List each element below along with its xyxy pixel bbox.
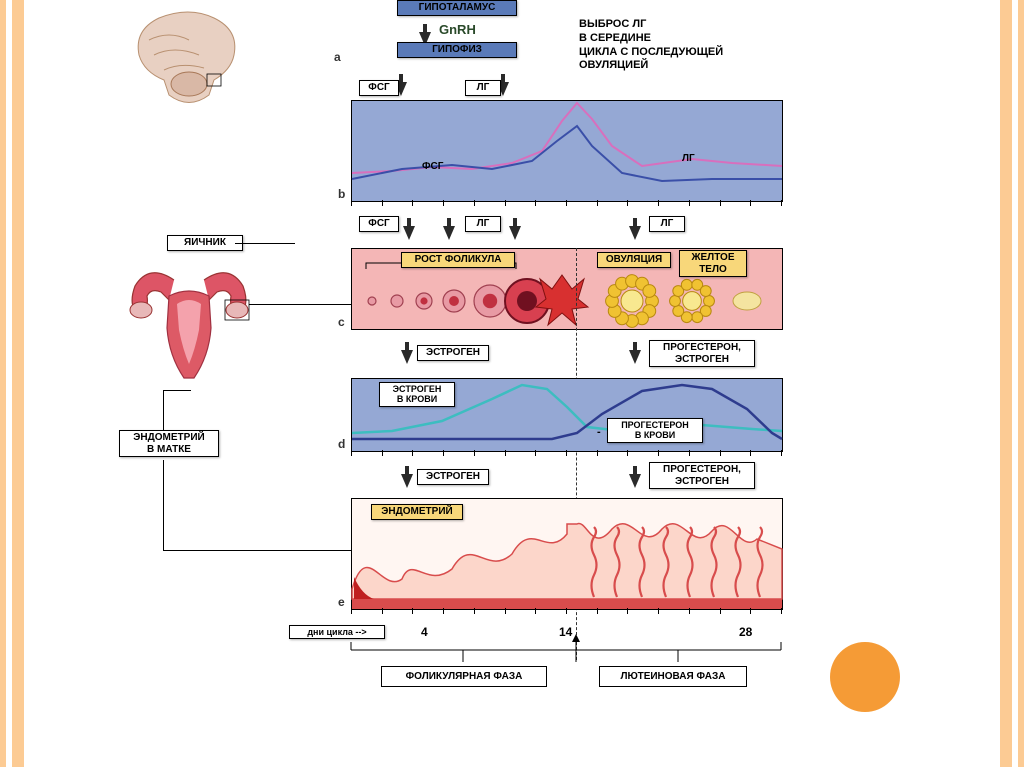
dash-icon: - xyxy=(597,426,601,438)
box-estrogen-2: ЭСТРОГЕН xyxy=(417,469,489,485)
page: ГИПОТАЛАМУС GnRH ГИПОФИЗ a ФСГ ЛГ ВЫБРОС… xyxy=(0,0,1024,767)
box-corpus: ЖЕЛТОЕ ТЕЛО xyxy=(679,250,747,277)
box-hypothalamus: ГИПОТАЛАМУС xyxy=(397,0,517,16)
box-pituitary: ГИПОФИЗ xyxy=(397,42,517,58)
box-ovulation: ОВУЛЯЦИЯ xyxy=(597,252,671,268)
box-lh-3: ЛГ xyxy=(649,216,685,232)
uterus-icon xyxy=(119,268,269,408)
letter-a: a xyxy=(334,50,341,760)
box-lh-1: ЛГ xyxy=(465,80,501,96)
chart-b-fsh-label: ФСГ xyxy=(422,161,443,172)
day-4: 4 xyxy=(421,625,428,639)
diagram-root: ГИПОТАЛАМУС GnRH ГИПОФИЗ a ФСГ ЛГ ВЫБРОС… xyxy=(119,0,779,760)
box-prog-blood: ПРОГЕСТЕРОН В КРОВИ xyxy=(607,418,703,443)
chart-b xyxy=(352,101,782,201)
brain-icon xyxy=(119,0,259,120)
box-prog-est-2: ПРОГЕСТЕРОН, ЭСТРОГЕН xyxy=(649,462,755,489)
box-foll-growth: РОСТ ФОЛИКУЛА xyxy=(401,252,515,268)
box-endo-uterus: ЭНДОМЕТРИЙ В МАТКЕ xyxy=(119,430,219,457)
stripe-right xyxy=(1012,0,1018,767)
box-lh-2: ЛГ xyxy=(465,216,501,232)
box-endometrium: ЭНДОМЕТРИЙ xyxy=(371,504,463,520)
day-28: 28 xyxy=(739,625,752,639)
day-14: 14 xyxy=(559,625,572,639)
box-luteal: ЛЮТЕИНОВАЯ ФАЗА xyxy=(599,666,747,687)
box-fsh-1: ФСГ xyxy=(359,80,399,96)
box-prog-est-1: ПРОГЕСТЕРОН, ЭСТРОГЕН xyxy=(649,340,755,367)
box-cycle-days: дни цикла --> xyxy=(289,625,385,639)
box-follicular: ФОЛИКУЛЯРНАЯ ФАЗА xyxy=(381,666,547,687)
letter-e: e xyxy=(338,595,345,609)
box-estrogen-1: ЭСТРОГЕН xyxy=(417,345,489,361)
decor-circle xyxy=(830,642,900,712)
letter-d: d xyxy=(338,437,345,451)
box-ovary: ЯИЧНИК xyxy=(167,235,243,251)
letter-b: b xyxy=(338,187,345,201)
gnrh-label: GnRH xyxy=(439,22,476,37)
box-fsh-2: ФСГ xyxy=(359,216,399,232)
box-est-blood: ЭСТРОГЕН В КРОВИ xyxy=(379,382,455,407)
panel-b: b ЛГ ФСГ xyxy=(351,100,783,202)
surge-text: ВЫБРОС ЛГ В СЕРЕДИНЕ ЦИКЛА С ПОСЛЕДУЮЩЕЙ… xyxy=(579,18,749,73)
chart-b-lh-label: ЛГ xyxy=(682,153,695,164)
stripe-left xyxy=(6,0,12,767)
letter-c: c xyxy=(338,315,345,329)
